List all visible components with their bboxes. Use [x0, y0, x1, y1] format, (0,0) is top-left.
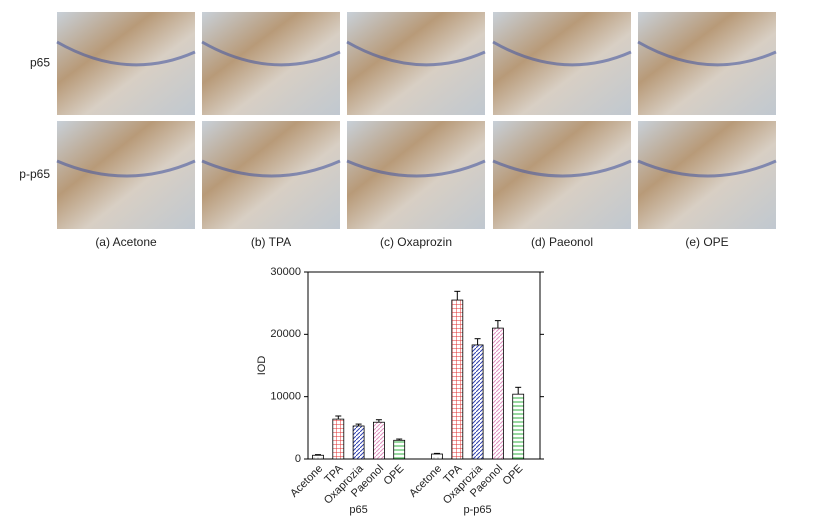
bar — [372, 421, 385, 460]
x-tick-label: Acetone — [288, 463, 325, 500]
plot-frame — [307, 271, 541, 460]
bar — [512, 393, 525, 460]
column-label: (d) Paeonol — [531, 235, 593, 249]
y-tick-label: 20000 — [270, 328, 301, 340]
bar — [431, 453, 443, 460]
bar — [451, 299, 464, 460]
row-label: p65 — [30, 56, 50, 70]
tissue-edge — [201, 40, 341, 67]
column-label: (c) Oxaprozin — [380, 235, 452, 249]
bar — [471, 344, 484, 460]
column-label: (a) Acetone — [95, 235, 157, 249]
x-tick-label: Acetone — [407, 463, 444, 500]
group-label: p65 — [349, 504, 367, 516]
bar — [312, 454, 324, 460]
tissue-edge — [201, 159, 341, 178]
tissue-edge — [346, 40, 486, 67]
tissue-edge — [492, 159, 632, 178]
y-tick-label: 10000 — [270, 391, 301, 403]
tissue-edge — [346, 159, 486, 178]
tissue-edge — [56, 159, 196, 178]
x-tick-label: OPE — [381, 463, 406, 488]
bar — [332, 418, 345, 460]
tissue-edge — [637, 40, 777, 67]
y-tick-label: 0 — [295, 453, 301, 465]
group-label: p-p65 — [464, 504, 492, 516]
y-tick-label: 30000 — [270, 266, 301, 278]
tissue-edge — [492, 40, 632, 67]
x-tick-label: OPE — [500, 463, 525, 488]
tissue-edge — [637, 159, 777, 178]
column-label: (e) OPE — [685, 235, 728, 249]
tissue-edge — [56, 40, 196, 67]
bar — [352, 425, 365, 460]
row-label: p-p65 — [19, 167, 50, 181]
y-axis-label: IOD — [256, 356, 268, 376]
bar — [491, 327, 504, 460]
column-label: (b) TPA — [251, 235, 291, 249]
bar — [393, 439, 406, 460]
